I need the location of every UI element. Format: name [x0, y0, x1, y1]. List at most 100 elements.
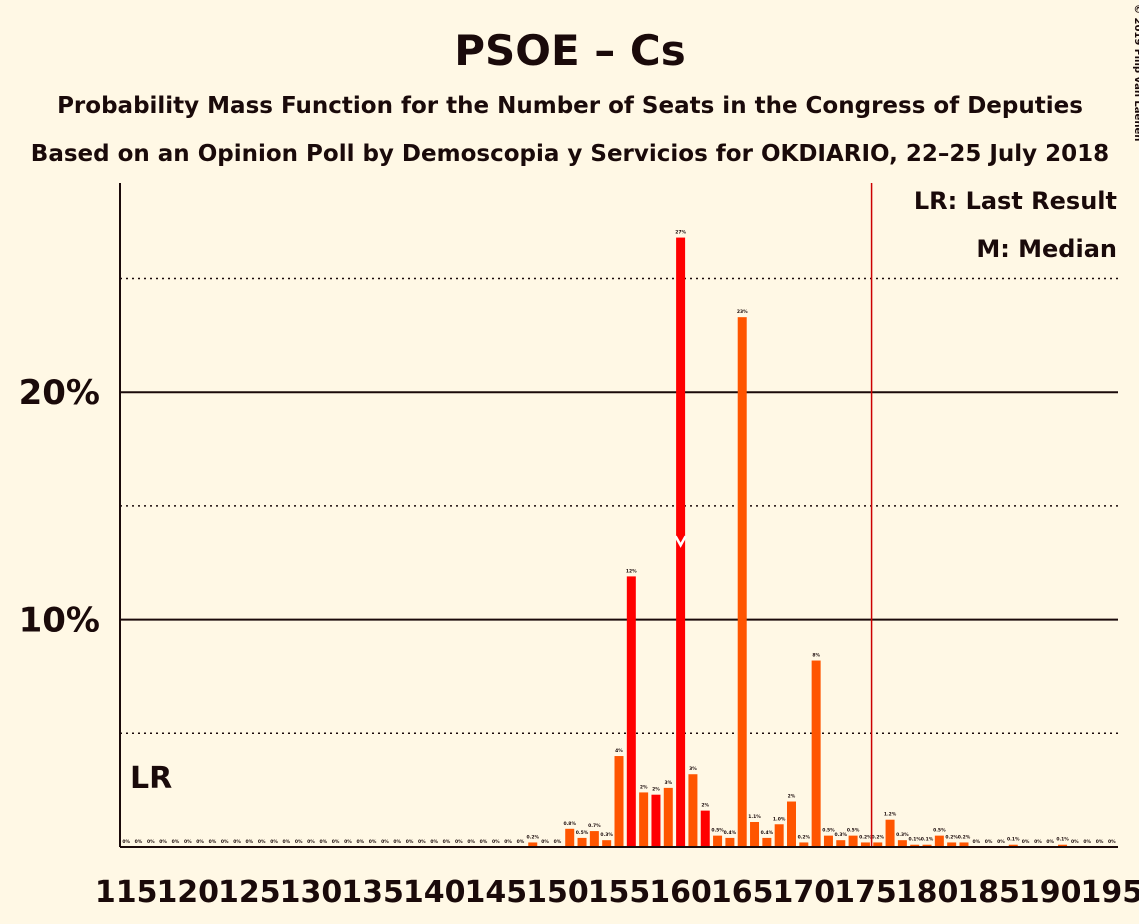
data-label: 0.5%	[847, 828, 860, 834]
data-label: 0%	[517, 839, 525, 845]
data-label: 0%	[1083, 839, 1091, 845]
data-label: 0%	[233, 839, 241, 845]
data-label: 0%	[997, 839, 1005, 845]
x-tick-label: 120	[156, 875, 219, 910]
bar	[786, 801, 796, 847]
x-tick-label: 165	[711, 875, 774, 910]
x-tick-label: 170	[773, 875, 836, 910]
bar	[589, 831, 599, 847]
x-tick-label: 115	[95, 875, 158, 910]
y-tick-label: 10%	[19, 601, 100, 641]
data-label: 0.1%	[1007, 837, 1020, 843]
data-label: 0%	[172, 839, 180, 845]
bar	[823, 835, 833, 847]
chart-title: PSOE – Cs	[454, 26, 686, 75]
bar	[565, 828, 575, 847]
data-label: 0%	[480, 839, 488, 845]
x-tick-label: 145	[464, 875, 527, 910]
data-label: 0%	[430, 839, 438, 845]
data-label: 0%	[295, 839, 303, 845]
data-label: 0%	[369, 839, 377, 845]
bar	[1008, 844, 1018, 847]
data-label: 2%	[640, 784, 648, 790]
data-label: 0.5%	[711, 828, 724, 834]
data-label: 0.4%	[724, 830, 737, 836]
data-label: 0.3%	[600, 832, 613, 838]
x-tick-label: 155	[588, 875, 651, 910]
data-label: 0%	[455, 839, 463, 845]
legend-entry: LR: Last Result	[914, 187, 1117, 215]
bar	[602, 840, 612, 847]
bar	[1058, 844, 1068, 847]
data-label: 0%	[381, 839, 389, 845]
data-label: 0.2%	[958, 834, 971, 840]
x-tick-label: 125	[218, 875, 281, 910]
data-label: 0.1%	[908, 837, 921, 843]
data-label: 0%	[1071, 839, 1079, 845]
bar	[947, 842, 957, 847]
bar	[799, 842, 809, 847]
x-tick-label: 190	[1019, 875, 1082, 910]
data-label: 1.2%	[884, 812, 897, 818]
x-tick-label: 135	[341, 875, 404, 910]
data-label: 0.7%	[588, 823, 601, 829]
data-label: 2%	[652, 787, 660, 793]
x-tick-label: 150	[526, 875, 589, 910]
data-label: 0.5%	[576, 830, 589, 836]
bar	[651, 794, 661, 847]
data-label: 0%	[196, 839, 204, 845]
bar	[528, 842, 538, 847]
data-label: 27%	[675, 230, 686, 236]
data-label: 0%	[356, 839, 364, 845]
data-label: 0%	[541, 839, 549, 845]
bar	[774, 824, 784, 847]
data-label: 0%	[1096, 839, 1104, 845]
data-label: 0%	[504, 839, 512, 845]
bar	[663, 787, 673, 847]
data-label: 0.1%	[921, 837, 934, 843]
data-label: 0%	[258, 839, 266, 845]
median-marker	[674, 535, 687, 548]
data-label: 0%	[1022, 839, 1030, 845]
data-label: 0.2%	[527, 834, 540, 840]
chart-subtitle: Probability Mass Function for the Number…	[57, 93, 1083, 119]
bar	[873, 842, 883, 847]
x-tick-label: 160	[649, 875, 712, 910]
legend-entry: M: Median	[976, 235, 1117, 263]
bar	[725, 837, 735, 847]
data-label: 0.2%	[871, 834, 884, 840]
bar	[700, 810, 710, 847]
data-label: 0%	[1108, 839, 1116, 845]
data-label: 0.2%	[859, 834, 872, 840]
data-label: 0%	[554, 839, 562, 845]
bar	[885, 819, 895, 847]
bar	[959, 842, 969, 847]
data-label: 0.2%	[945, 834, 958, 840]
chart-subtitle: Based on an Opinion Poll by Demoscopia y…	[31, 141, 1109, 167]
bar	[713, 835, 723, 847]
data-label: 0%	[135, 839, 143, 845]
data-label: 0%	[147, 839, 155, 845]
bar	[922, 844, 932, 847]
bar	[614, 756, 624, 847]
data-label: 0%	[443, 839, 451, 845]
data-label: 0%	[122, 839, 130, 845]
data-label: 0%	[332, 839, 340, 845]
data-label: 0.5%	[933, 828, 946, 834]
data-label: 23%	[737, 309, 748, 315]
x-tick-label: 175	[834, 875, 897, 910]
data-label: 0%	[985, 839, 993, 845]
data-label: 0%	[221, 839, 229, 845]
bar	[737, 317, 747, 847]
data-label: 0.1%	[1056, 837, 1069, 843]
bar	[848, 835, 858, 847]
data-label: 2%	[788, 794, 796, 800]
data-label: 0%	[467, 839, 475, 845]
bar	[860, 842, 870, 847]
data-label: 0%	[418, 839, 426, 845]
bar	[811, 660, 821, 847]
data-label: 8%	[812, 653, 820, 659]
bar	[577, 837, 587, 847]
bar	[639, 792, 649, 847]
bar	[626, 576, 636, 847]
